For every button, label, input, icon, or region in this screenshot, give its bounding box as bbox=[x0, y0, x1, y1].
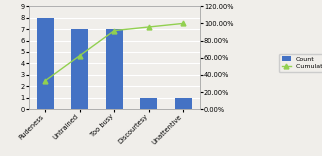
Legend: Count, Cumulative Contribution: Count, Cumulative Contribution bbox=[279, 54, 322, 72]
Bar bbox=[175, 98, 192, 109]
Bar bbox=[106, 29, 123, 109]
Bar bbox=[71, 29, 89, 109]
Bar bbox=[140, 98, 157, 109]
Bar bbox=[37, 18, 54, 109]
